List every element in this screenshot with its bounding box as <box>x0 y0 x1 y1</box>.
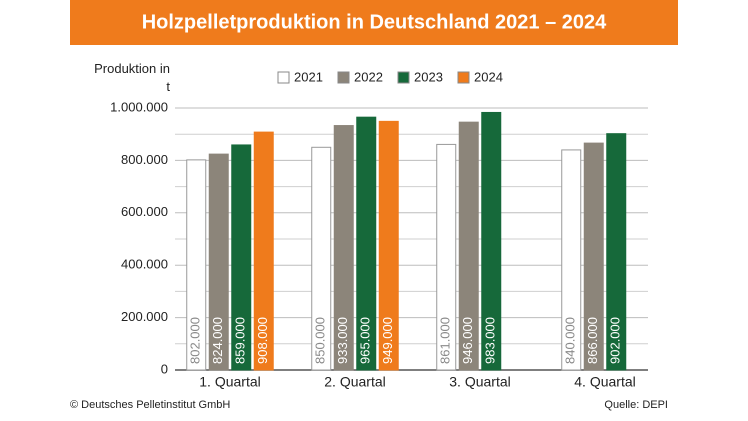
bar <box>561 149 582 371</box>
value-label: 902.000 <box>608 317 623 364</box>
bar <box>606 133 627 371</box>
y-tick-label: 800.000 <box>121 152 168 167</box>
bar <box>231 144 252 371</box>
x-tick-label: 3. Quartal <box>449 374 510 390</box>
value-label: 850.000 <box>313 317 328 364</box>
bar <box>186 159 207 371</box>
source-left: © Deutsches Pelletinstitut GmbH <box>70 399 230 411</box>
bar <box>481 111 502 371</box>
value-label: 840.000 <box>563 317 578 364</box>
legend-label: 2023 <box>414 69 443 84</box>
value-label: 933.000 <box>335 317 350 364</box>
y-tick-label: 400.000 <box>121 257 168 272</box>
legend-swatch <box>277 71 290 84</box>
bar <box>436 143 457 371</box>
value-label: 861.000 <box>438 317 453 364</box>
value-label: 946.000 <box>460 317 475 364</box>
bar <box>208 153 229 371</box>
value-label: 965.000 <box>358 317 373 364</box>
bar <box>356 116 377 371</box>
value-label: 802.000 <box>188 317 203 364</box>
title-banner <box>70 0 678 45</box>
x-tick-label: 1. Quartal <box>199 374 260 390</box>
value-label: 908.000 <box>255 317 270 364</box>
bar <box>378 120 399 371</box>
legend-label: 2021 <box>294 69 323 84</box>
legend-swatch <box>337 71 350 84</box>
value-label: 983.000 <box>483 317 498 364</box>
bar <box>583 142 604 371</box>
x-tick-label: 2. Quartal <box>324 374 385 390</box>
bar <box>458 121 479 371</box>
y-tick-label: 200.000 <box>121 309 168 324</box>
bar <box>311 146 332 371</box>
y-tick-label: 600.000 <box>121 204 168 219</box>
value-label: 824.000 <box>210 317 225 364</box>
bar <box>253 131 274 371</box>
source-right: Quelle: DEPI <box>604 399 668 411</box>
value-label: 949.000 <box>380 317 395 364</box>
y-tick-label: 1.000.000 <box>110 99 168 114</box>
legend-swatch <box>457 71 470 84</box>
legend-swatch <box>397 71 410 84</box>
legend-label: 2024 <box>474 69 503 84</box>
value-label: 859.000 <box>233 317 248 364</box>
y-axis-label: Produktion in t <box>94 61 170 94</box>
chart-title: Holzpelletproduktion in Deutschland 2021… <box>142 11 607 33</box>
legend-label: 2022 <box>354 69 383 84</box>
value-label: 866.000 <box>585 317 600 364</box>
bar <box>333 125 354 371</box>
x-tick-label: 4. Quartal <box>574 374 635 390</box>
y-tick-label: 0 <box>161 361 168 376</box>
